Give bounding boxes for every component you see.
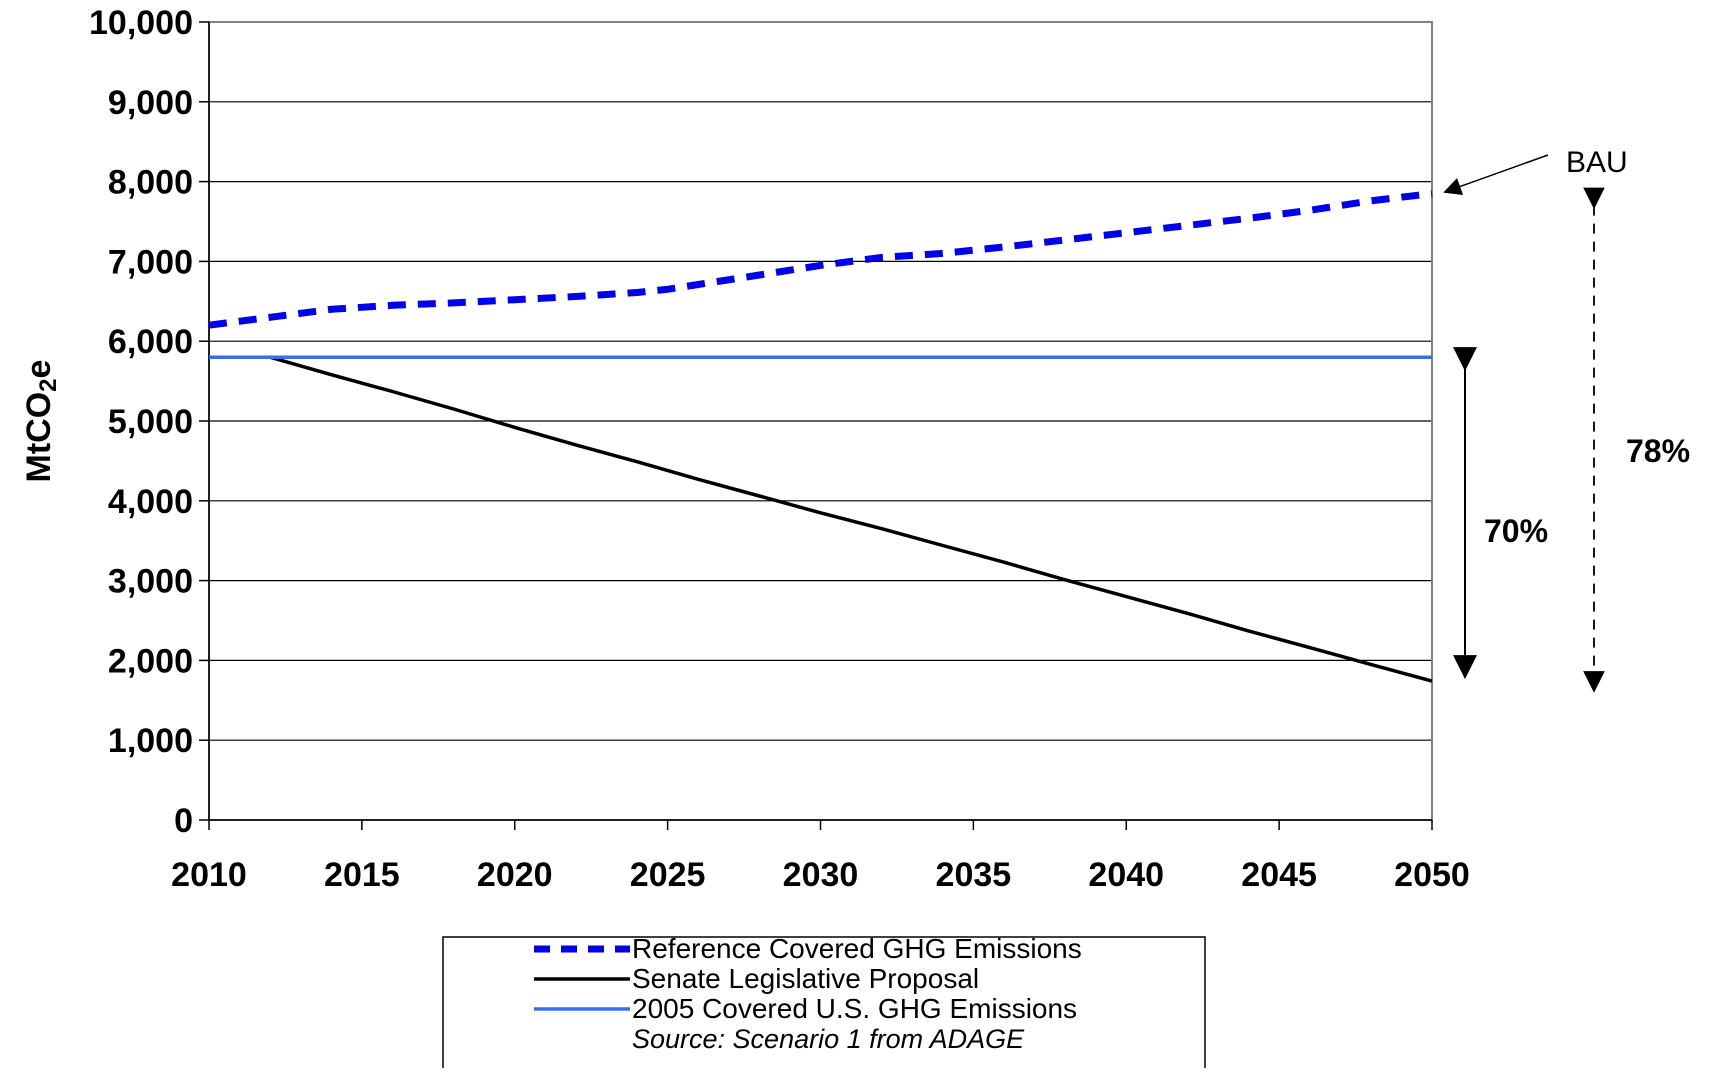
x-tick-label: 2040 — [1088, 856, 1164, 894]
x-tick-label: 2045 — [1241, 856, 1317, 894]
annotation-bau: BAU — [1566, 146, 1628, 179]
legend-box — [442, 936, 1206, 1073]
y-tick-label: 10,000 — [89, 4, 193, 42]
y-axis-title-main: MtCO — [20, 392, 58, 483]
legend-label-1: Reference Covered GHG Emissions — [632, 933, 1082, 964]
y-tick-label: 1,000 — [108, 722, 193, 760]
x-tick-label: 2025 — [630, 856, 706, 894]
y-tick-label: 2,000 — [108, 642, 193, 680]
y-axis-title-suffix: e — [20, 360, 58, 379]
x-tick-label: 2010 — [171, 856, 247, 894]
annotation-70-percent: 70% — [1484, 513, 1548, 549]
legend-label-3: 2005 Covered U.S. GHG Emissions — [632, 993, 1077, 1024]
series — [208, 190, 1433, 683]
y-axis-label: MtCO2e — [20, 360, 62, 483]
x-tick-label: 2035 — [936, 856, 1012, 894]
y-tick-label: 0 — [174, 802, 193, 840]
legend-label-2: Senate Legislative Proposal — [632, 963, 979, 994]
x-tick-label: 2020 — [477, 856, 553, 894]
x-tick-label: 2015 — [324, 856, 400, 894]
y-tick-label: 8,000 — [108, 164, 193, 202]
y-tick-label: 3,000 — [108, 563, 193, 601]
y-axis-title: MtCO2e — [20, 360, 62, 483]
annotation-78-percent: 78% — [1626, 433, 1690, 469]
series-line-2 — [269, 355, 1433, 683]
y-axis-title-subscript: 2 — [35, 378, 62, 391]
series-line-1 — [208, 190, 1433, 329]
x-tick-label: 2030 — [783, 856, 859, 894]
y-tick-label: 5,000 — [108, 403, 193, 441]
axes: 0 1,000 2,000 3,000 4,000 5,000 6,000 7,000 8,00… — [89, 4, 1470, 894]
annotations: BAU 70% 78% — [1443, 146, 1690, 693]
y-tick-label: 7,000 — [108, 243, 193, 281]
y-tick-label: 6,000 — [108, 323, 193, 361]
bau-pointer-arrow — [1443, 154, 1549, 195]
x-tick-label: 2050 — [1394, 856, 1470, 894]
y-tick-label: 9,000 — [108, 84, 193, 122]
legend-source-note: Source: Scenario 1 from ADAGE — [632, 1024, 1025, 1054]
y-tick-label: 4,000 — [108, 483, 193, 521]
